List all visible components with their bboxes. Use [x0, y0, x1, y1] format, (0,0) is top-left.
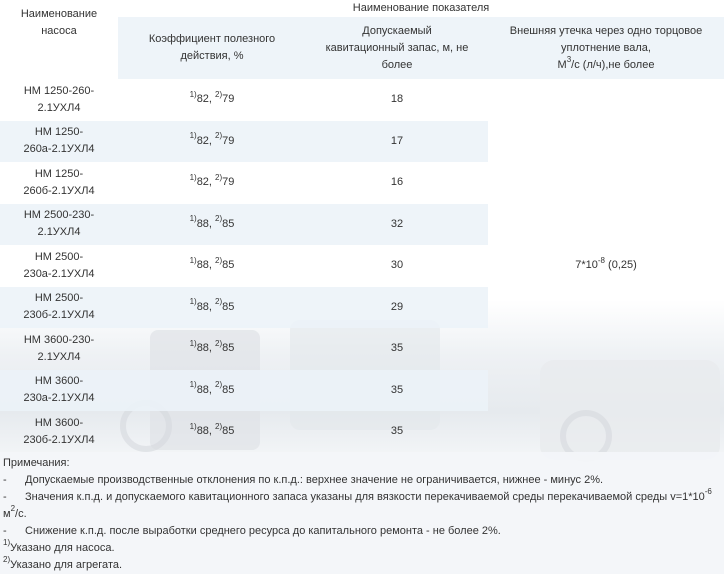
- efficiency-cell: 1)88, 2)85: [189, 297, 235, 313]
- efficiency-cell: 1)88, 2)85: [189, 421, 235, 438]
- cavitation-cell: 16: [390, 176, 404, 189]
- header-leakage-text: Внешняя утечка через одно торцовое уплот…: [509, 24, 703, 54]
- note-item-continuation: м2/с.: [0, 504, 724, 523]
- pump-name-cell: НМ 1250-260б-2.1УХЛ4: [23, 167, 95, 197]
- header-leakage: Внешняя утечка через одно торцовое уплот…: [488, 17, 724, 79]
- table-row: НМ 2500-230а-2.1УХЛ4 1)88, 2)85 30: [0, 245, 724, 287]
- table-row: НМ 1250-260-2.1УХЛ4 1)82, 2)79 18 7*10-8…: [0, 79, 724, 272]
- pump-name-cell: НМ 1250-260а-2.1УХЛ4: [23, 126, 95, 156]
- background-truck-shape: [290, 320, 440, 430]
- efficiency-cell: 1)82, 2)79: [189, 89, 235, 106]
- note-unit-base: м: [3, 508, 11, 520]
- header-leakage-unit-base: М: [557, 58, 567, 71]
- efficiency-cell: 1)88, 2)85: [189, 255, 235, 272]
- efficiency-cell: 1)82, 2)79: [189, 131, 235, 147]
- cavitation-cell: 32: [390, 217, 404, 230]
- note-bullet: -: [3, 474, 7, 486]
- cavitation-cell: 17: [390, 134, 404, 147]
- table-row: НМ 1250-260б-2.1УХЛ4 1)82, 2)79 16: [0, 162, 724, 204]
- footnote-marker: 1): [3, 538, 11, 548]
- efficiency-cell: 1)82, 2)79: [189, 172, 235, 189]
- pump-name-cell: НМ 3600-230а-2.1УХЛ4: [23, 375, 95, 405]
- note-text: Значения к.п.д. и допускаемого кавитацио…: [25, 491, 705, 503]
- cavitation-cell: 29: [390, 300, 404, 313]
- header-efficiency: Коэффициент полезного действия, %: [118, 17, 306, 79]
- background-photo: [0, 300, 724, 462]
- note-exponent: -6: [704, 487, 712, 497]
- note-item: - Допускаемые производственные отклонения…: [0, 472, 724, 489]
- notes-section: Примечания: - Допускаемые производственны…: [0, 452, 724, 574]
- note-unit-rest: /с.: [15, 508, 27, 520]
- pump-name-cell: НМ 3600-230б-2.1УХЛ4: [23, 416, 95, 446]
- pump-spec-table: Наименование насоса Наименование показат…: [0, 2, 724, 453]
- note-bullet: -: [3, 491, 7, 503]
- notes-title: Примечания:: [3, 457, 70, 469]
- pump-name-cell: НМ 2500-230а-2.1УХЛ4: [23, 250, 95, 280]
- header-cavitation: Допускаемый кавитационный запас, м, не б…: [306, 17, 488, 79]
- note-unit-sup: 2: [10, 504, 16, 514]
- cavitation-cell: 35: [390, 425, 404, 438]
- cavitation-cell: 30: [390, 259, 404, 272]
- note-text: Снижение к.п.д. после выработки среднего…: [25, 525, 501, 537]
- cavitation-cell: 18: [390, 93, 404, 106]
- efficiency-cell: 1)88, 2)85: [189, 380, 235, 396]
- header-leakage-unit-sup: 3: [566, 54, 572, 64]
- efficiency-cell: 1)88, 2)85: [189, 338, 235, 355]
- header-leakage-unit-rest: /с (л/ч),не более: [571, 58, 655, 71]
- footnote-1: 1)Указано для насоса.: [0, 538, 724, 557]
- header-indicator-group: Наименование показателя: [352, 2, 490, 14]
- note-bullet: -: [3, 525, 7, 537]
- table-row: НМ 3600-230-2.1УХЛ4 1)88, 2)85 35: [0, 328, 724, 370]
- footnote-text: Указано для насоса.: [10, 542, 115, 554]
- pump-name-cell: НМ 3600-230-2.1УХЛ4: [23, 333, 95, 363]
- pump-name-cell: НМ 2500-230-2.1УХЛ4: [23, 209, 95, 239]
- cavitation-cell: 35: [390, 342, 404, 355]
- note-item: - Значения к.п.д. и допускаемого кавитаци…: [0, 487, 724, 506]
- cavitation-cell: 35: [390, 383, 404, 396]
- table-row: НМ 3600-230б-2.1УХЛ4 1)88, 2)85 35: [0, 411, 724, 453]
- footnote-marker: 2): [3, 555, 11, 565]
- background-wheel-shape: [120, 400, 172, 452]
- pump-name-cell: НМ 1250-260-2.1УХЛ4: [23, 84, 95, 114]
- efficiency-cell: 1)88, 2)85: [189, 214, 235, 230]
- footnote-text: Указано для агрегата.: [10, 559, 123, 571]
- pump-name-cell: НМ 2500-230б-2.1УХЛ4: [23, 292, 95, 322]
- leakage-value-cell: 7*10-8 (0,25): [575, 255, 637, 272]
- footnote-2: 2)Указано для агрегата.: [0, 555, 724, 574]
- header-pump-name: Наименование насоса: [20, 8, 98, 37]
- note-item: - Снижение к.п.д. после выработки среднег…: [0, 523, 724, 540]
- note-text: Допускаемые производственные отклонения …: [25, 474, 604, 486]
